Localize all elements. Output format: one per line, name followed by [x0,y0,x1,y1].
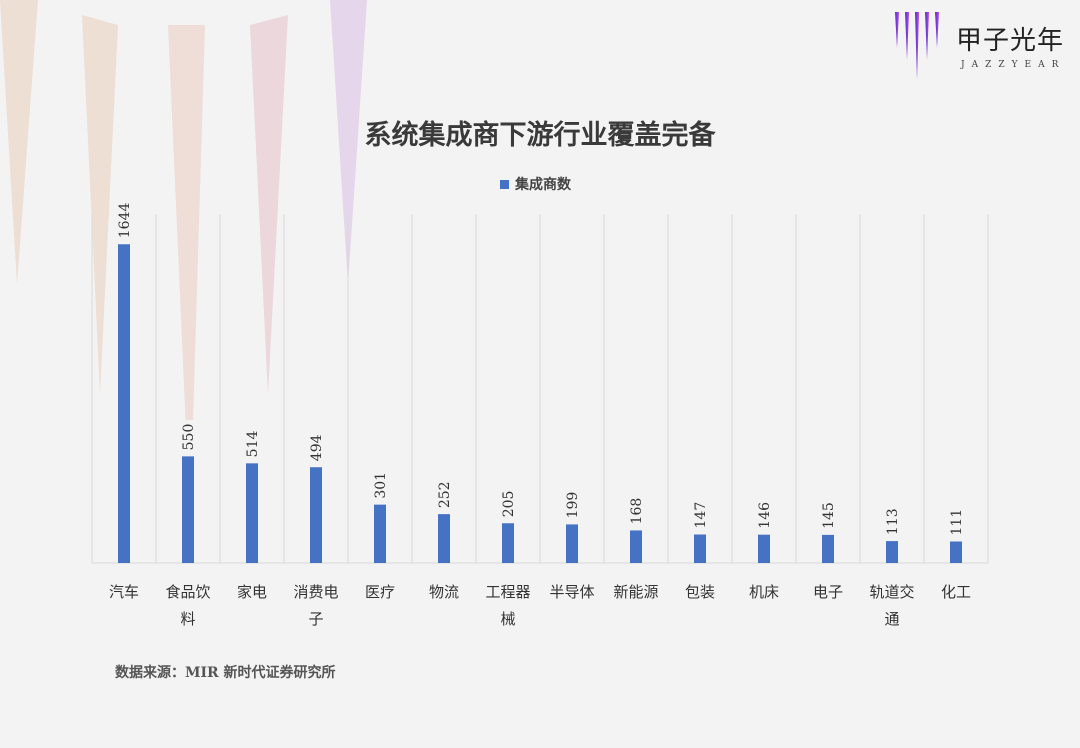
category-label: 医疗 [365,583,395,601]
category-label: 半导体 [549,583,594,601]
source-note: 数据来源：MIR 新时代证券研究所 [115,665,336,681]
category-label: 料 [180,610,195,628]
category-label: 轨道交 [869,583,914,601]
category-label: 机床 [749,583,779,601]
data-label: 514 [245,431,261,458]
chart-title: 系统集成商下游行业覆盖完备 [364,120,716,151]
data-label: 550 [181,424,197,451]
bar [886,541,898,563]
legend-label: 集成商数 [515,177,571,193]
bar [630,530,642,563]
legend: 集成商数 [500,174,571,194]
data-label: 113 [885,508,901,535]
bar [502,523,514,563]
data-label: 146 [757,502,773,529]
logo-text-en: JAZZYEAR [961,60,1066,70]
bar [118,244,130,563]
bar [438,514,450,563]
category-label: 械 [500,610,515,628]
category-label: 子 [308,610,323,628]
category-label: 新能源 [613,583,658,601]
category-label: 消费电 [293,583,338,601]
data-label: 199 [565,492,581,519]
bar [310,467,322,563]
data-label: 494 [309,434,325,461]
category-label: 电子 [813,583,843,601]
category-label: 工程器 [485,583,530,601]
bar [758,534,770,563]
bar [950,541,962,563]
bar [566,524,578,563]
data-label: 205 [501,491,517,518]
bar [182,456,194,563]
data-label: 145 [821,502,837,529]
bar [694,534,706,563]
category-label: 化工 [941,583,971,601]
data-label: 252 [437,481,453,508]
category-label: 汽车 [109,583,139,601]
data-label: 1644 [117,203,133,239]
logo-mark-icon [895,12,939,80]
jazzyear-logo: 甲子光年 JAZZYEAR [890,8,1080,88]
data-label: 301 [373,472,389,499]
data-label: 168 [629,498,645,525]
legend-swatch [500,179,509,189]
category-label: 食品饮 [165,583,210,601]
data-label: 111 [949,509,965,536]
logo-text-cn: 甲子光年 [956,26,1065,56]
category-label: 包装 [685,583,715,601]
category-label: 家电 [237,583,267,601]
data-label: 147 [693,502,709,529]
category-label: 通 [884,610,899,628]
decorative-spikes [0,0,367,420]
bar [246,463,258,563]
bar [374,504,386,563]
category-label: 物流 [429,583,459,601]
bar [822,534,834,563]
